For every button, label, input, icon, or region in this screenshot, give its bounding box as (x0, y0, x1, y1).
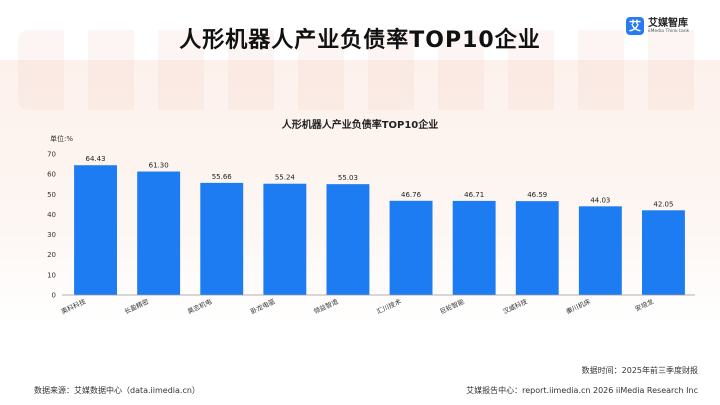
bar (200, 182, 244, 295)
y-tick-label: 0 (52, 292, 56, 300)
report-center: 艾媒报告中心：report.iimedia.cn 2026 iiMedia Re… (466, 386, 698, 395)
bar-chart: 人形机器人产业负债率TOP10企业 单位:% 0 10 20 30 40 50 60 70 6… (47, 118, 695, 316)
bar-value-label: 46.76 (401, 191, 422, 199)
x-tick-label: 长盈精密 (123, 296, 151, 315)
x-tick-label: 安培龙 (633, 296, 655, 313)
logo-subtitle: iiMedia Think tank (648, 28, 690, 34)
x-tick-label: 秦川机床 (564, 296, 592, 315)
bar (389, 200, 433, 295)
bar (641, 210, 685, 295)
x-tick-label: 巨轮智能 (438, 296, 466, 315)
bar (74, 165, 118, 295)
bar-value-label: 55.03 (338, 174, 358, 182)
bar-value-label: 46.59 (527, 191, 547, 199)
x-tick-label: 领益智造 (312, 296, 340, 315)
y-tick-label: 30 (47, 231, 56, 239)
bar (263, 183, 307, 295)
x-tick-label: 汇川技术 (375, 296, 403, 315)
bar-value-label: 44.03 (590, 196, 610, 204)
page-title: 人形机器人产业负债率TOP10企业 (179, 28, 541, 53)
bar (452, 200, 496, 295)
bar (578, 206, 622, 295)
data-source: 数据来源：艾媒数据中心（data.iimedia.cn） (34, 386, 200, 395)
x-tick-label: 奥科科技 (60, 296, 88, 315)
logo-icon: 艾 (626, 17, 644, 35)
y-axis-unit-label: 单位:% (50, 134, 73, 143)
y-tick-label: 50 (47, 191, 56, 199)
logo-name: 艾媒智库 (648, 17, 688, 29)
bar-value-label: 64.43 (86, 155, 106, 163)
bar (326, 184, 370, 295)
bar-value-label: 46.71 (464, 191, 484, 199)
x-tick-label: 昊志机电 (186, 296, 214, 315)
bar-value-label: 55.66 (212, 173, 233, 181)
bar-value-label: 42.05 (653, 200, 673, 208)
bar (137, 171, 181, 295)
y-tick-label: 60 (47, 171, 56, 179)
brand-logo: 艾 艾媒智库 iiMedia Think tank (626, 17, 689, 35)
bar-value-label: 55.24 (275, 174, 296, 182)
data-time-note: 数据时间：2025年前三季度财报 (581, 366, 698, 375)
x-tick-label: 汉威科技 (501, 296, 529, 315)
y-tick-label: 20 (47, 251, 56, 259)
bar (515, 201, 559, 295)
y-tick-label: 10 (47, 271, 56, 279)
chart-title: 人形机器人产业负债率TOP10企业 (282, 118, 439, 131)
x-tick-label: 卧龙电驱 (249, 296, 277, 315)
bar-value-label: 61.30 (149, 162, 169, 170)
y-tick-label: 40 (47, 211, 56, 219)
y-tick-label: 70 (47, 151, 56, 159)
background-watermark (18, 30, 708, 110)
